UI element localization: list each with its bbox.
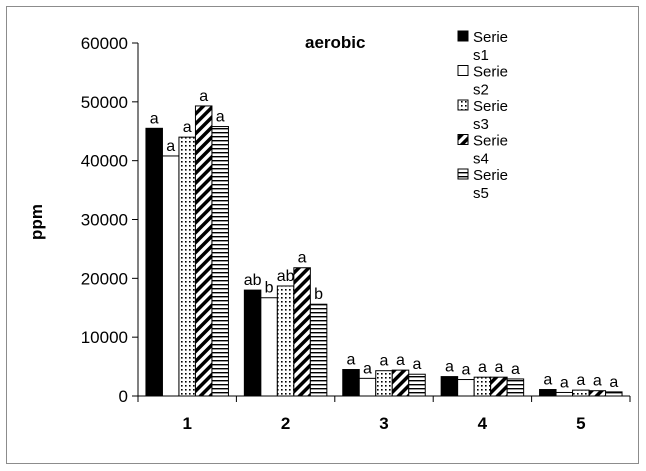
legend-label: s2	[473, 82, 489, 99]
bar-series4-cat5	[588, 390, 607, 397]
y-tick-label: 60000	[81, 34, 128, 53]
y-tick-label: 40000	[81, 152, 128, 171]
x-tick-label: 3	[379, 414, 388, 433]
bar-series3-cat5	[572, 389, 590, 397]
significance-letter: a	[511, 361, 520, 378]
legend-label: s1	[473, 47, 489, 64]
bar-series4-cat1	[194, 105, 213, 397]
bar-series1-cat5	[539, 389, 557, 397]
y-tick-label: 20000	[81, 269, 128, 288]
legend-label: s5	[473, 185, 489, 202]
bar-series3-cat3	[375, 370, 393, 397]
bar-series4-cat2	[293, 267, 311, 397]
legend-label: Serie	[473, 64, 508, 81]
significance-letter: a	[150, 110, 159, 127]
legend-label: s3	[473, 116, 489, 133]
bar-series2-cat1	[161, 155, 180, 397]
bar-series3-cat2	[276, 285, 295, 397]
significance-letter: a	[445, 359, 454, 376]
bar-series5-cat5	[605, 391, 623, 397]
legend-label: Serie	[473, 133, 508, 150]
bar-series4-cat3	[391, 369, 410, 397]
significance-letter: a	[199, 88, 208, 105]
bar-series5-cat2	[309, 303, 328, 397]
bar-series5-cat4	[506, 378, 525, 397]
significance-letter: ab	[277, 268, 295, 285]
bar-series5-cat1	[211, 126, 229, 397]
bar-series2-cat4	[457, 379, 475, 397]
significance-letter: a	[347, 352, 356, 369]
legend-label: Serie	[473, 29, 508, 46]
legend-swatch	[457, 65, 469, 76]
significance-letter: a	[543, 372, 552, 389]
legend-swatch	[457, 30, 469, 42]
significance-letter: a	[478, 359, 487, 376]
bars	[145, 105, 623, 397]
bar-series1-cat3	[342, 369, 360, 397]
significance-letter: a	[380, 353, 389, 370]
y-tick-label: 30000	[81, 211, 128, 230]
significance-letter: a	[183, 119, 192, 136]
bar-series3-cat1	[178, 136, 196, 397]
y-tick-label: 10000	[81, 328, 128, 347]
bar-series1-cat1	[145, 127, 163, 397]
significance-letter: ab	[244, 272, 262, 289]
significance-letter: a	[593, 373, 602, 390]
bar-series5-cat3	[408, 373, 426, 397]
significance-letter: a	[396, 352, 405, 369]
bar-series2-cat5	[555, 391, 574, 397]
significance-letter: a	[413, 356, 422, 373]
significance-letter: a	[216, 109, 225, 126]
bar-series2-cat3	[358, 377, 377, 397]
significance-letter: a	[576, 372, 585, 389]
significance-letter: b	[265, 280, 274, 297]
y-axis-label: ppm	[27, 204, 46, 240]
bar-series3-cat4	[473, 376, 492, 397]
legend-swatch	[457, 99, 469, 111]
legend-swatch	[457, 168, 469, 180]
x-tick-label: 5	[576, 414, 585, 433]
bar-series2-cat2	[260, 297, 278, 397]
significance-letter: a	[166, 138, 175, 155]
chart-title: aerobic	[305, 33, 365, 52]
significance-letter: a	[363, 360, 372, 377]
y-tick-label: 0	[119, 387, 128, 406]
legend-label: s4	[473, 151, 489, 168]
legend-swatch	[457, 134, 469, 145]
significance-letter: a	[494, 359, 503, 376]
y-tick-label: 50000	[81, 93, 128, 112]
bar-series4-cat4	[490, 376, 508, 397]
x-tick-label: 4	[478, 414, 488, 433]
x-tick-label: 2	[281, 414, 290, 433]
x-tick-label: 1	[182, 414, 191, 433]
legend-label: Serie	[473, 98, 508, 115]
significance-letter: a	[560, 374, 569, 391]
significance-letter: a	[461, 362, 470, 379]
significance-letter: a	[298, 250, 307, 267]
significance-letter: a	[609, 374, 618, 391]
significance-letter: b	[314, 286, 323, 303]
bar-series1-cat2	[243, 289, 262, 397]
bar-series1-cat4	[440, 376, 459, 397]
legend-label: Serie	[473, 167, 508, 184]
axes: 0 10000 20000 30000 40000 50000 60000 1 2 3 4 5	[81, 34, 631, 433]
